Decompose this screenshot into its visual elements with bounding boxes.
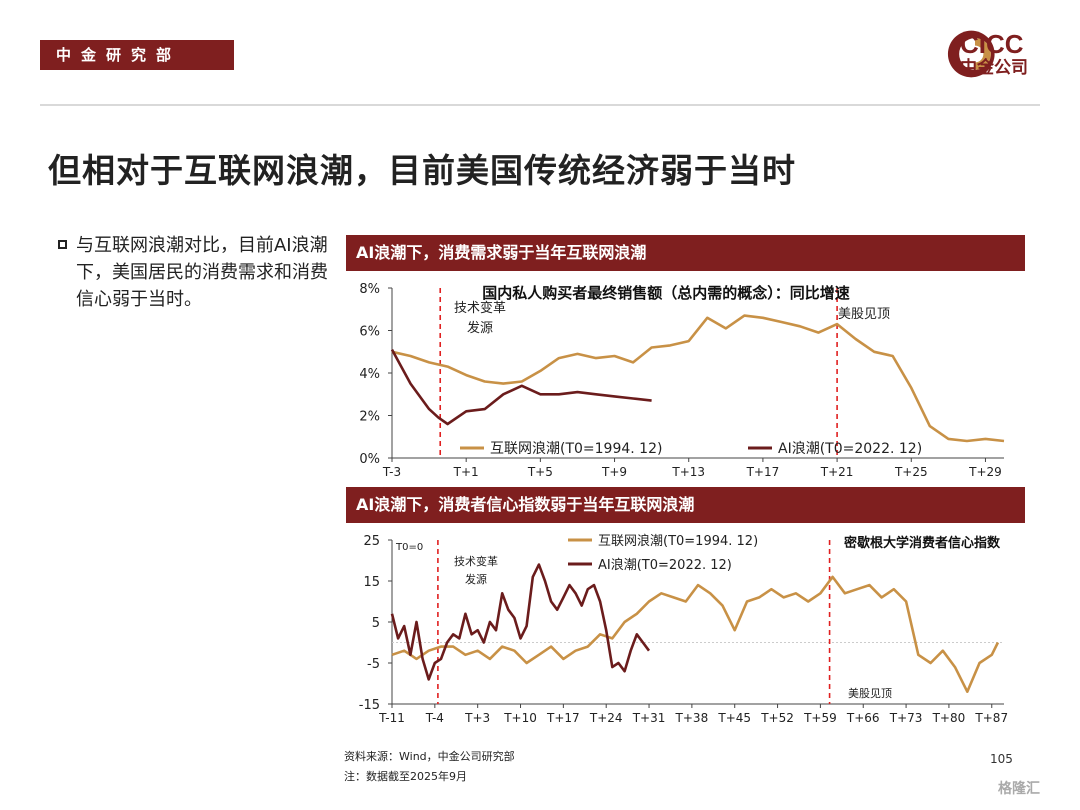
- x-tick-label: T+25: [894, 465, 928, 479]
- x-tick-label: T+80: [932, 711, 966, 725]
- y-tick-label: 0%: [359, 452, 380, 467]
- x-tick-label: T+31: [632, 711, 666, 725]
- square-bullet-icon: [58, 240, 67, 249]
- x-tick-label: T+9: [601, 465, 627, 479]
- chart-title: 国内私人购买者最终销售额（总内需的概念）：同比增速: [482, 284, 850, 302]
- source-note: 资料来源：Wind，中金公司研究部: [344, 750, 515, 763]
- series-line-1: [391, 575, 1000, 693]
- x-tick-label: T+59: [803, 711, 837, 725]
- x-tick-label: T+13: [671, 465, 705, 479]
- legend-label: AI浪潮(T0=2022. 12): [598, 558, 732, 573]
- chart2-panel-title: AI浪潮下，消费者信心指数弱于当年互联网浪潮: [346, 487, 1025, 523]
- x-tick-label: T+10: [503, 711, 537, 725]
- logo-cn: 中金公司: [960, 58, 1028, 78]
- x-tick-label: T+38: [675, 711, 709, 725]
- x-tick-label: T+66: [846, 711, 880, 725]
- annotation-label: T0=0: [395, 542, 423, 553]
- series-line-2: [390, 563, 651, 681]
- x-tick-label: T-4: [425, 711, 444, 725]
- annotation-label: 技术变革: [454, 554, 498, 568]
- x-tick-label: T+5: [527, 465, 553, 479]
- x-tick-label: T+21: [820, 465, 854, 479]
- chart1-consumption: 0% 2% 4% 6% 8% T-3 T+1 T+5 T+9 T+13 T+17 T+21 T+25 T+…: [359, 282, 1005, 479]
- bullet-point: 与互联网浪潮对比，目前AI浪潮下，美国居民的消费需求和消费信心弱于当时。: [58, 232, 328, 313]
- x-tick-label: T+29: [968, 465, 1002, 479]
- data-note: 注：数据截至2025年9月: [344, 770, 467, 783]
- y-tick-label: 4%: [359, 367, 380, 382]
- watermark: 格隆汇: [998, 781, 1040, 797]
- x-tick-label: T+1: [453, 465, 479, 479]
- x-tick-label: T+73: [889, 711, 923, 725]
- cicc-logo-icon: [947, 30, 995, 78]
- bullet-text: 与互联网浪潮对比，目前AI浪潮下，美国居民的消费需求和消费信心弱于当时。: [76, 235, 328, 310]
- y-tick-label: 2%: [359, 410, 380, 425]
- annotation-label: 发源: [467, 320, 493, 336]
- y-tick-label: 15: [363, 575, 380, 590]
- legend-label: 互联网浪潮(T0=1994. 12): [598, 534, 758, 549]
- chart2-sentiment: -15 -5 5 15 25 T-11 T-4 T+3 T+10 T+17 T+24 T+31 T+38…: [359, 534, 1008, 725]
- logo-en: CICC: [960, 29, 1024, 59]
- chart-title: 密歇根大学消费者信心指数: [843, 535, 1001, 551]
- legend-label: AI浪潮(T0=2022. 12): [778, 441, 922, 457]
- annotation-label: 技术变革: [454, 300, 506, 316]
- x-tick-label: T+17: [546, 711, 580, 725]
- y-tick-label: 8%: [359, 282, 380, 297]
- department-label: 中金研究部: [40, 40, 234, 70]
- x-tick-label: T-11: [378, 711, 405, 725]
- y-tick-label: 5: [372, 616, 380, 631]
- page-number: 105: [990, 752, 1013, 766]
- y-tick-label: 25: [363, 534, 380, 549]
- header-divider: [40, 104, 1040, 106]
- annotation-label: 发源: [465, 572, 487, 586]
- x-tick-label: T+17: [746, 465, 780, 479]
- x-tick-label: T-3: [382, 465, 401, 479]
- x-tick-label: T+45: [717, 711, 751, 725]
- series-line-1: [391, 314, 1005, 443]
- series-line-2: [390, 348, 652, 426]
- x-tick-label: T+3: [464, 711, 490, 725]
- x-tick-label: T+52: [760, 711, 794, 725]
- x-tick-label: T+87: [974, 711, 1008, 725]
- y-tick-label: -15: [359, 698, 380, 713]
- annotation-label: 美股见顶: [848, 687, 892, 700]
- y-tick-label: -5: [367, 657, 380, 672]
- page-title: 但相对于互联网浪潮，目前美国传统经济弱于当时: [48, 151, 796, 190]
- x-tick-label: T+24: [589, 711, 623, 725]
- chart1-panel-title: AI浪潮下，消费需求弱于当年互联网浪潮: [346, 235, 1025, 271]
- logo-text: CICC 中金公司: [960, 30, 1028, 78]
- legend-label: 互联网浪潮(T0=1994. 12): [490, 441, 662, 457]
- annotation-label: 美股见顶: [838, 307, 890, 322]
- y-tick-label: 6%: [359, 325, 380, 340]
